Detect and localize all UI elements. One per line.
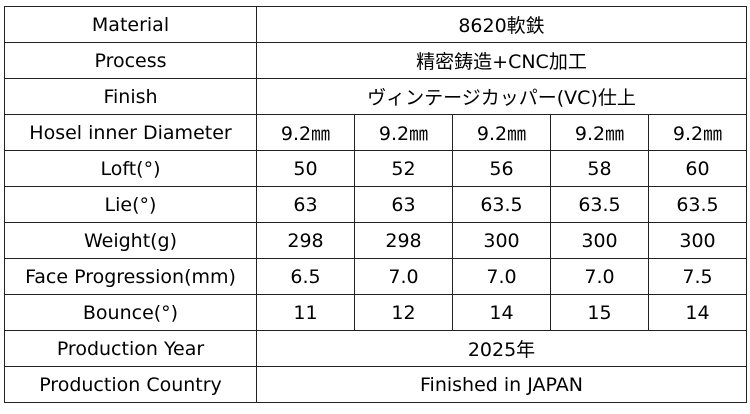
- row-label: Lie(°): [4, 186, 257, 223]
- table-row: Material 8620軟鉄: [4, 6, 747, 43]
- row-value: 2025年: [256, 330, 747, 367]
- table-row: Bounce(°) 11 12 14 15 14: [4, 294, 747, 331]
- table-row: Production Year 2025年: [4, 330, 747, 367]
- row-label: Production Year: [4, 330, 257, 367]
- row-value: 11: [256, 294, 355, 331]
- table-row: Finish ヴィンテージカッパー(VC)仕上: [4, 78, 747, 115]
- row-value: 9.2㎜: [256, 114, 355, 151]
- row-value: 9.2㎜: [452, 114, 551, 151]
- table-row: Production Country Finished in JAPAN: [4, 366, 747, 403]
- row-value: 6.5: [256, 258, 355, 295]
- table-row: Loft(°) 50 52 56 58 60: [4, 150, 747, 187]
- row-value: 15: [550, 294, 649, 331]
- row-value: Finished in JAPAN: [256, 366, 747, 403]
- row-value: 58: [550, 150, 649, 187]
- row-label: Production Country: [4, 366, 257, 403]
- row-value: 9.2㎜: [354, 114, 453, 151]
- table-row: Weight(g) 298 298 300 300 300: [4, 222, 747, 259]
- row-value: 63.5: [648, 186, 747, 223]
- row-value: 63: [256, 186, 355, 223]
- row-value: 60: [648, 150, 747, 187]
- row-value: 7.0: [452, 258, 551, 295]
- row-value: 精密鋳造+CNC加工: [256, 42, 747, 79]
- row-value: 50: [256, 150, 355, 187]
- table-row: Lie(°) 63 63 63.5 63.5 63.5: [4, 186, 747, 223]
- row-value: 300: [452, 222, 551, 259]
- row-label: Face Progression(mm): [4, 258, 257, 295]
- row-value: 9.2㎜: [648, 114, 747, 151]
- row-value: 298: [354, 222, 453, 259]
- row-value: 7.0: [550, 258, 649, 295]
- row-label: Loft(°): [4, 150, 257, 187]
- row-value: 14: [648, 294, 747, 331]
- row-value: 56: [452, 150, 551, 187]
- row-value: ヴィンテージカッパー(VC)仕上: [256, 78, 747, 115]
- table-row: Process 精密鋳造+CNC加工: [4, 42, 747, 79]
- row-value: 300: [648, 222, 747, 259]
- row-value: 8620軟鉄: [256, 6, 747, 43]
- row-label: Weight(g): [4, 222, 257, 259]
- row-label: Bounce(°): [4, 294, 257, 331]
- row-label: Hosel inner Diameter: [4, 114, 257, 151]
- row-value: 7.5: [648, 258, 747, 295]
- row-value: 7.0: [354, 258, 453, 295]
- spec-table: Material 8620軟鉄 Process 精密鋳造+CNC加工 Finish ヴィン…: [4, 6, 747, 403]
- row-value: 63: [354, 186, 453, 223]
- table-row: Hosel inner Diameter 9.2㎜ 9.2㎜ 9.2㎜ 9.2㎜ 9.2㎜: [4, 114, 747, 151]
- row-label: Material: [4, 6, 257, 43]
- row-value: 63.5: [452, 186, 551, 223]
- row-value: 14: [452, 294, 551, 331]
- row-value: 52: [354, 150, 453, 187]
- row-value: 300: [550, 222, 649, 259]
- row-value: 9.2㎜: [550, 114, 649, 151]
- row-value: 12: [354, 294, 453, 331]
- row-label: Finish: [4, 78, 257, 115]
- row-label: Process: [4, 42, 257, 79]
- row-value: 298: [256, 222, 355, 259]
- table-row: Face Progression(mm) 6.5 7.0 7.0 7.0 7.5: [4, 258, 747, 295]
- row-value: 63.5: [550, 186, 649, 223]
